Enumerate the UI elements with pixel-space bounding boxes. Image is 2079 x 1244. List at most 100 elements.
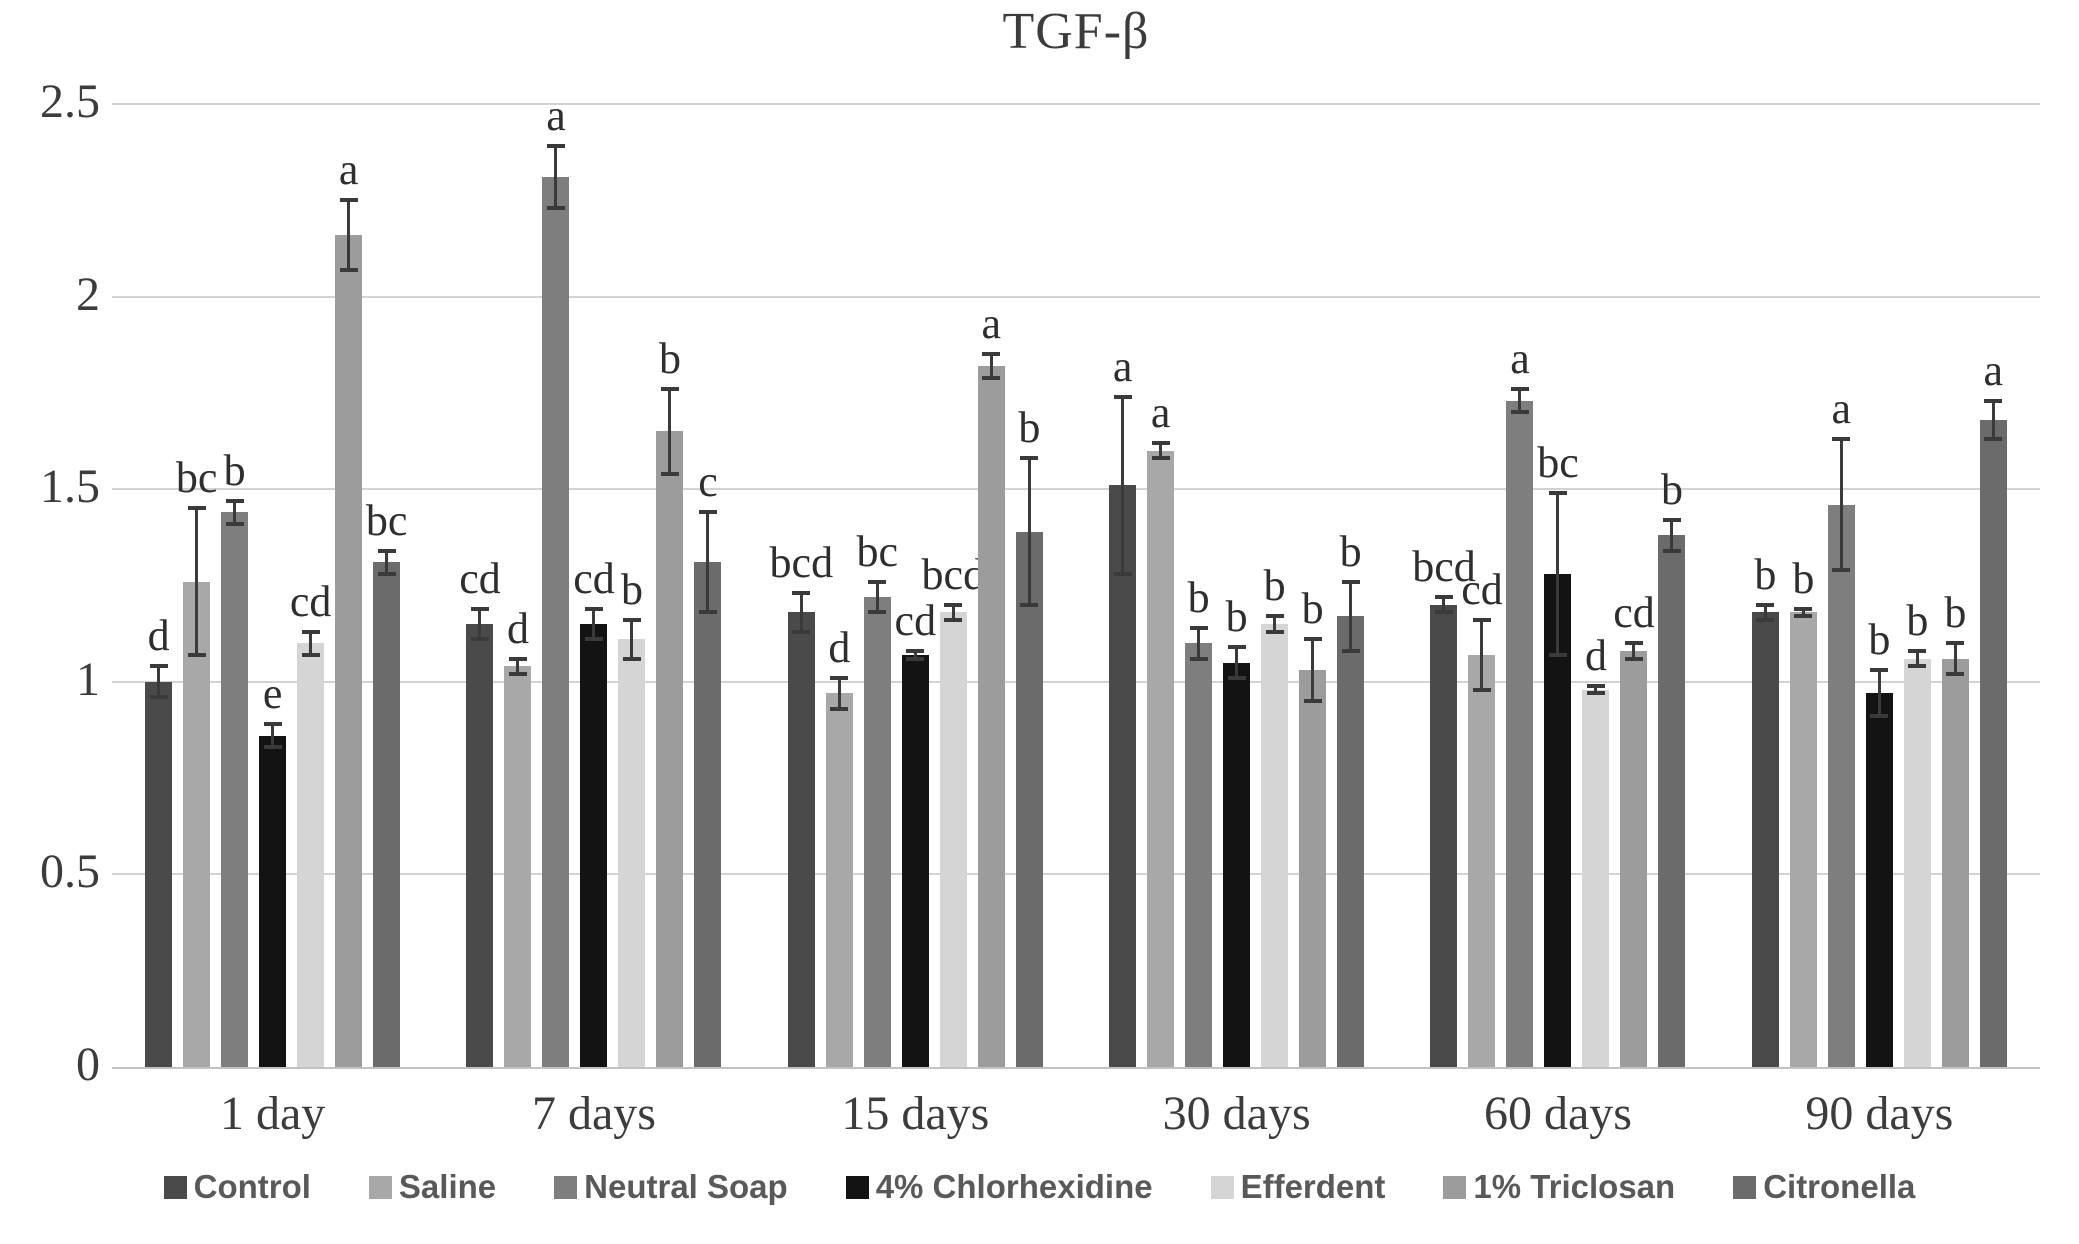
error-bar-cap bbox=[149, 695, 168, 700]
error-bar-cap bbox=[1265, 614, 1284, 619]
error-bar-cap bbox=[698, 510, 717, 515]
legend-swatch bbox=[1733, 1175, 1757, 1199]
bar bbox=[259, 735, 287, 1067]
bar bbox=[1015, 531, 1043, 1067]
error-bar-cap bbox=[1265, 629, 1284, 634]
error-bar-cap bbox=[1832, 568, 1851, 573]
y-axis-tick-label: 2.5 bbox=[40, 75, 100, 128]
error-bar-cap bbox=[263, 722, 282, 727]
significance-letter: d bbox=[1584, 630, 1607, 680]
error-bar-cap bbox=[660, 387, 679, 392]
significance-letter: cd bbox=[1613, 588, 1655, 638]
error-bar-cap bbox=[1020, 456, 1039, 461]
error-bar bbox=[1027, 458, 1031, 605]
bar bbox=[1468, 654, 1496, 1067]
error-bar bbox=[875, 581, 879, 613]
error-bar bbox=[1801, 608, 1805, 617]
significance-letter: b bbox=[1018, 403, 1041, 453]
error-bar-cap bbox=[1113, 571, 1132, 576]
bar bbox=[1506, 400, 1534, 1067]
error-bar-cap bbox=[225, 498, 244, 503]
legend-label: Saline bbox=[398, 1168, 497, 1205]
x-axis-label: 90 days bbox=[1805, 1087, 1954, 1140]
error-bar bbox=[1273, 616, 1277, 632]
error-bar-cap bbox=[1586, 683, 1605, 688]
significance-letter: a bbox=[1983, 345, 2004, 395]
error-bar-cap bbox=[1189, 656, 1208, 661]
error-bar-cap bbox=[868, 579, 887, 584]
error-bar bbox=[1311, 639, 1315, 702]
error-bar-cap bbox=[1472, 687, 1491, 692]
error-bar-cap bbox=[1870, 714, 1889, 719]
x-axis-label: 1 day bbox=[220, 1087, 326, 1140]
error-bar-cap bbox=[1870, 668, 1889, 673]
error-bar-cap bbox=[1756, 618, 1775, 623]
significance-letter: d bbox=[506, 603, 529, 653]
error-bar-cap bbox=[1341, 579, 1360, 584]
error-bar-cap bbox=[1984, 398, 2003, 403]
bar bbox=[977, 365, 1005, 1067]
error-bar-cap bbox=[906, 656, 925, 661]
bar bbox=[825, 693, 853, 1067]
error-bar-cap bbox=[301, 629, 320, 634]
significance-letter: b bbox=[1906, 595, 1929, 645]
significance-letter: b bbox=[1660, 465, 1683, 515]
error-bar-cap bbox=[225, 521, 244, 526]
bar bbox=[901, 654, 929, 1067]
error-bar-cap bbox=[1548, 491, 1567, 496]
significance-letter: b bbox=[1187, 572, 1210, 622]
plot-area: d bc b e cd a bc cd d a cd b b c bcd d bc cd bcd a b a a b b b b b b… bbox=[112, 94, 2040, 1069]
error-bar bbox=[1518, 389, 1522, 413]
bar bbox=[1903, 658, 1931, 1067]
bar bbox=[1751, 612, 1779, 1067]
significance-letter: cd bbox=[894, 595, 937, 645]
error-bar-cap bbox=[1548, 652, 1567, 657]
significance-letter: cd bbox=[1461, 565, 1503, 615]
error-bar-cap bbox=[868, 610, 887, 615]
error-bar-cap bbox=[470, 606, 489, 611]
error-bar bbox=[1953, 643, 1957, 675]
gridline bbox=[112, 873, 2040, 876]
significance-letter: a bbox=[546, 91, 566, 141]
legend-swatch bbox=[368, 1175, 392, 1199]
bar bbox=[1299, 670, 1327, 1067]
error-bar-cap bbox=[1434, 610, 1453, 615]
bar bbox=[863, 597, 891, 1067]
error-bar bbox=[554, 146, 558, 209]
error-bar bbox=[913, 651, 917, 659]
error-bar bbox=[478, 608, 482, 640]
bar bbox=[145, 681, 173, 1067]
error-bar bbox=[1877, 670, 1881, 717]
error-bar-cap bbox=[377, 548, 396, 553]
significance-letter: b bbox=[1301, 584, 1324, 634]
significance-letter: a bbox=[1150, 387, 1171, 437]
error-bar-cap bbox=[584, 606, 603, 611]
bar bbox=[618, 639, 646, 1067]
error-bar-cap bbox=[1984, 437, 2003, 442]
error-bar bbox=[1556, 493, 1560, 655]
error-bar-cap bbox=[1624, 641, 1643, 646]
error-bar-cap bbox=[1510, 387, 1529, 392]
error-bar-cap bbox=[508, 672, 527, 677]
error-bar-cap bbox=[1434, 595, 1453, 600]
error-bar bbox=[1915, 651, 1919, 667]
bar bbox=[1223, 662, 1251, 1067]
x-axis-label: 7 days bbox=[532, 1087, 656, 1140]
error-bar bbox=[1480, 620, 1484, 690]
significance-letter: b bbox=[1792, 553, 1815, 603]
legend-label: Neutral Soap bbox=[584, 1168, 788, 1205]
legend-item: 1% Triclosan bbox=[1443, 1168, 1675, 1206]
error-bar bbox=[1670, 520, 1674, 551]
bar bbox=[1658, 535, 1686, 1067]
significance-letter: bcd bbox=[1412, 542, 1476, 592]
gridline bbox=[112, 488, 2040, 491]
significance-letter: bcd bbox=[921, 549, 986, 599]
bar bbox=[221, 512, 249, 1067]
error-bar bbox=[1632, 643, 1636, 659]
significance-letter: e bbox=[262, 669, 283, 719]
error-bar bbox=[989, 354, 993, 378]
y-axis-tick-label: 0 bbox=[76, 1038, 100, 1091]
error-bar-cap bbox=[187, 506, 206, 511]
error-bar bbox=[1594, 685, 1598, 694]
